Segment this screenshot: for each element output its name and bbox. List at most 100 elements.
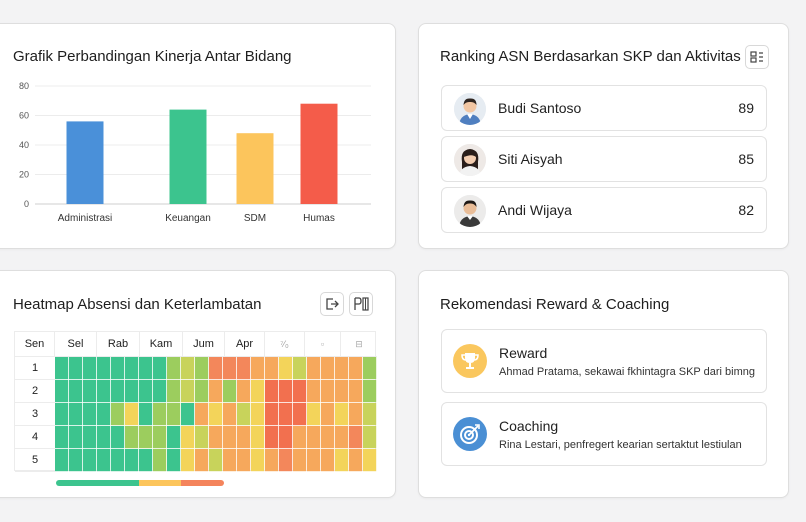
heatmap-cell: [349, 380, 363, 403]
heatmap-cell: [335, 449, 349, 472]
heatmap-cell: [293, 403, 307, 426]
heatmap-cell: [209, 380, 223, 403]
heatmap-cell: [69, 357, 83, 380]
heatmap-cell: [307, 357, 321, 380]
heatmap-cell: [139, 357, 153, 380]
heatmap-cell: [321, 449, 335, 472]
heatmap-cell: [83, 403, 97, 426]
heatmap-col-header: Sen: [15, 332, 55, 356]
coaching-item[interactable]: Coaching Rina Lestari, penfregert kearia…: [441, 402, 767, 466]
heatmap-cell: [125, 380, 139, 403]
heatmap-cell: [265, 426, 279, 449]
recommendation-title: Rekomendasi Reward & Coaching: [440, 296, 670, 313]
heatmap-title: Heatmap Absensi dan Keterlambatan: [13, 296, 262, 313]
heatmap-cell: [237, 380, 251, 403]
pdf-icon: [354, 297, 369, 311]
y-tick-label: 80: [19, 81, 29, 91]
y-tick-label: 20: [19, 170, 29, 180]
heatmap-cell: [237, 449, 251, 472]
bar-keuangan[interactable]: [169, 109, 207, 204]
heatmap-cell: [139, 426, 153, 449]
heatmap-cell: [251, 403, 265, 426]
heatmap-cell: [279, 403, 293, 426]
x-tick-label: Keuangan: [165, 213, 211, 224]
trophy-icon: [461, 353, 479, 369]
export-icon: [326, 298, 339, 310]
performance-chart-card: Grafik Perbandingan Kinerja Antar Bidang…: [0, 23, 396, 249]
heatmap-cell: [251, 426, 265, 449]
heatmap-cell: [363, 426, 377, 449]
heatmap-cell: [321, 380, 335, 403]
sort-button[interactable]: [745, 45, 769, 69]
heatmap-cell: [195, 426, 209, 449]
legend-segment-mid: [139, 480, 181, 486]
ranking-card: Ranking ASN Berdasarkan SKP dan Aktivita…: [418, 23, 789, 249]
heatmap-cell: [97, 357, 111, 380]
heatmap-cell: [335, 426, 349, 449]
avatar: [454, 195, 486, 227]
heatmap-cell: [321, 403, 335, 426]
ranking-item-3[interactable]: Andi Wijaya 82: [441, 187, 767, 233]
heatmap-cell: [195, 403, 209, 426]
heatmap-cell: [237, 357, 251, 380]
x-tick-label: Humas: [303, 213, 335, 224]
coaching-icon-wrap: [453, 417, 487, 451]
heatmap-cell: [265, 403, 279, 426]
heatmap-cell: [83, 380, 97, 403]
ranking-name: Budi Santoso: [498, 100, 582, 116]
avatar: [454, 93, 486, 125]
male-avatar-icon: [454, 93, 486, 125]
legend-segment-high: [181, 480, 224, 486]
heatmap-cell: [139, 449, 153, 472]
ranking-item-1[interactable]: Budi Santoso 89: [441, 85, 767, 131]
reward-item[interactable]: Reward Ahmad Pratama, sekawai fkhintagra…: [441, 329, 767, 393]
heatmap-cell: [153, 449, 167, 472]
heatmap-cell: [125, 426, 139, 449]
bar-administrasi[interactable]: [66, 121, 104, 204]
ranking-title: Ranking ASN Berdasarkan SKP dan Aktivita…: [440, 48, 741, 65]
heatmap-cell: [111, 449, 125, 472]
heatmap-cell: [195, 357, 209, 380]
bar-sdm[interactable]: [236, 133, 274, 204]
heatmap-cell: [83, 449, 97, 472]
heatmap-cell: [181, 426, 195, 449]
heatmap-cell: [307, 380, 321, 403]
heatmap-cell: [111, 426, 125, 449]
heatmap-cell: [97, 426, 111, 449]
coaching-desc: Rina Lestari, penfregert kearian sertakt…: [499, 439, 742, 451]
heatmap-grid: Sen Sel Rab Kam Jum Apr ⁷⁄₀ ▫ ⊟ 1 2 3 4 …: [14, 331, 377, 472]
heatmap-col-header: Kam: [140, 332, 183, 356]
heatmap-cell: [55, 449, 69, 472]
heatmap-cell: [97, 449, 111, 472]
ranking-item-2[interactable]: Siti Aisyah 85: [441, 136, 767, 182]
target-icon: [460, 424, 480, 444]
bar-chart: 0 20 40 60 80 Administrasi Keuangan SDM Humas: [19, 81, 371, 224]
reward-title: Reward: [499, 345, 548, 361]
heatmap-cell: [195, 380, 209, 403]
heatmap-cell: [153, 403, 167, 426]
heatmap-cell: [167, 403, 181, 426]
heatmap-cell: [139, 403, 153, 426]
heatmap-cell: [167, 380, 181, 403]
bar-humas[interactable]: [300, 103, 338, 204]
ranking-score: 85: [738, 151, 754, 167]
export-button[interactable]: [320, 292, 344, 316]
heatmap-col-header: Apr: [225, 332, 265, 356]
heatmap-cell: [279, 357, 293, 380]
heatmap-cell: [69, 380, 83, 403]
heatmap-cell: [265, 380, 279, 403]
heatmap-cell: [167, 449, 181, 472]
heatmap-cell: [153, 380, 167, 403]
performance-chart-title: Grafik Perbandingan Kinerja Antar Bidang: [13, 48, 292, 65]
heatmap-row-label: 5: [15, 449, 55, 472]
heatmap-cell: [167, 426, 181, 449]
heatmap-cells: [55, 357, 377, 472]
heatmap-col-header: ⁷⁄₀: [265, 332, 305, 356]
heatmap-cell: [55, 380, 69, 403]
heatmap-cell: [223, 380, 237, 403]
heatmap-col-header: ▫: [305, 332, 341, 356]
heatmap-cell: [321, 357, 335, 380]
heatmap-cell: [111, 403, 125, 426]
pdf-button[interactable]: [349, 292, 373, 316]
ranking-score: 82: [738, 202, 754, 218]
